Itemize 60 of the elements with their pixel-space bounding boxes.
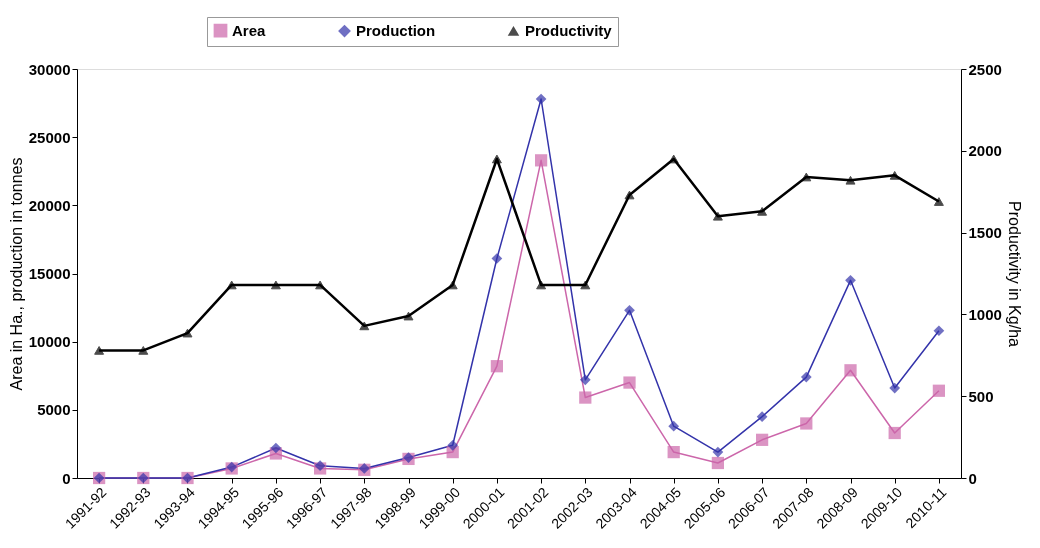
point <box>182 328 193 338</box>
point <box>315 280 326 290</box>
y-tick-label: 0 <box>62 469 71 487</box>
point <box>888 426 901 440</box>
y-tick-label: 30000 <box>28 60 71 78</box>
point <box>667 445 680 459</box>
point <box>447 280 458 290</box>
point <box>668 420 680 432</box>
point <box>403 311 414 321</box>
point <box>579 374 591 386</box>
point <box>359 321 370 331</box>
point <box>491 154 502 164</box>
point <box>933 325 945 337</box>
point <box>757 206 768 216</box>
point <box>447 439 459 451</box>
point <box>933 197 944 206</box>
legend-label: Production <box>356 22 436 40</box>
point <box>624 304 635 316</box>
y-axis-title: Area in Ha., production in tonnes <box>7 157 25 391</box>
point <box>138 346 149 355</box>
point <box>712 446 724 458</box>
y2-tick-label: 2500 <box>968 60 1002 78</box>
point <box>889 170 900 180</box>
point <box>624 190 635 200</box>
y2-axis-title: Productivity in Kg/ha <box>1005 201 1023 348</box>
point <box>755 433 769 446</box>
y-tick-label: 25000 <box>28 128 71 146</box>
point <box>801 172 812 182</box>
y2-tick-label: 1500 <box>968 224 1002 242</box>
y2-tick-label: 0 <box>968 469 977 487</box>
point <box>623 376 636 389</box>
y-tick-label: 10000 <box>28 333 71 351</box>
point <box>579 391 592 404</box>
point <box>800 371 812 383</box>
point <box>711 456 725 470</box>
y-tick-label: 15000 <box>28 265 71 282</box>
point <box>226 280 237 290</box>
legend-label: Area <box>232 21 267 39</box>
y2-tick-label: 2000 <box>968 142 1002 160</box>
point <box>712 211 723 221</box>
point <box>490 360 504 373</box>
point <box>932 384 946 397</box>
point <box>800 417 813 430</box>
point <box>845 175 856 185</box>
point <box>94 346 105 355</box>
point <box>844 364 857 377</box>
point <box>580 280 591 290</box>
y-tick-label: 5000 <box>37 401 71 419</box>
point <box>535 93 547 105</box>
legend-label: Productivity <box>525 22 613 40</box>
point <box>536 280 547 290</box>
point <box>270 280 281 290</box>
point <box>845 274 856 286</box>
y-tick-label: 20000 <box>28 196 71 214</box>
point <box>534 154 548 167</box>
point <box>889 382 901 394</box>
y2-tick-label: 1000 <box>968 305 1002 323</box>
y2-tick-label: 500 <box>968 387 994 405</box>
point <box>756 411 768 423</box>
point <box>270 442 282 454</box>
